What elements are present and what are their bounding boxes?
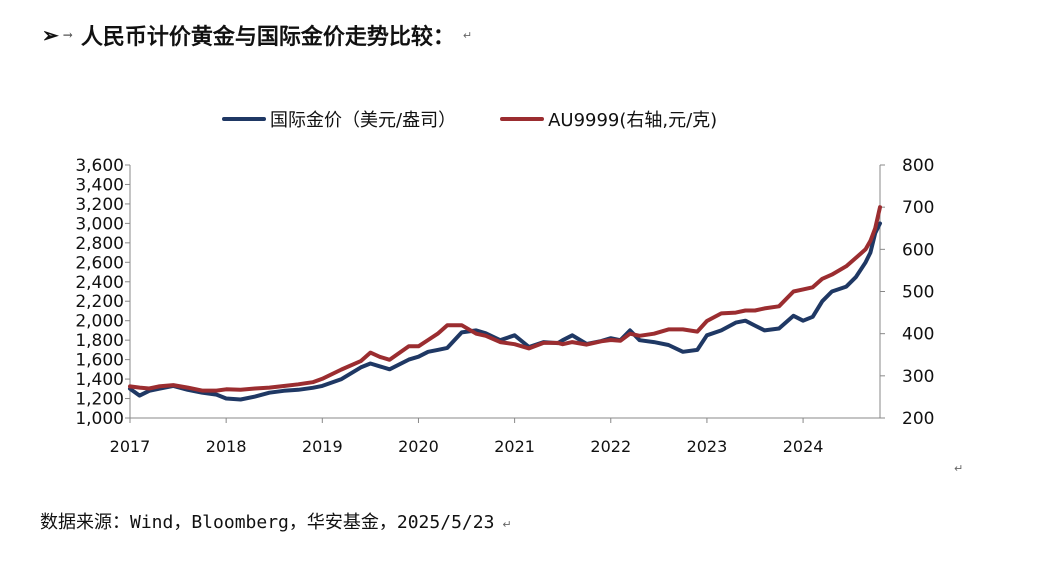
x-tick-label: 2023 (687, 437, 728, 456)
right-tick-label: 400 (902, 325, 934, 345)
right-tick-label: 600 (902, 240, 934, 260)
legend-swatch (500, 117, 545, 121)
legend-label: 国际金价（美元/盎司） (270, 110, 457, 131)
series-line-international-gold (128, 221, 882, 402)
left-tick-label: 1,600 (75, 351, 124, 371)
left-tick-label: 1,800 (75, 331, 124, 351)
left-tick-label: 2,200 (75, 292, 124, 312)
source-note: 数据来源：Wind，Bloomberg，华安基金，2025/5/23 ↵ (40, 508, 512, 534)
legend-item-au9999: AU9999(右轴,元/克) (500, 106, 717, 132)
tab-mark-icon: → (62, 28, 73, 42)
series-line-au9999 (128, 205, 882, 393)
left-tick-label: 3,600 (75, 156, 124, 176)
x-tick-label: 2024 (783, 437, 824, 456)
right-tick-label: 500 (902, 283, 934, 303)
source-text: 数据来源：Wind，Bloomberg，华安基金，2025/5/23 (40, 512, 495, 533)
left-tick-label: 3,200 (75, 195, 124, 215)
x-tick-label: 2021 (494, 437, 535, 456)
left-tick-label: 1,000 (75, 409, 124, 429)
left-tick-label: 3,400 (75, 175, 124, 195)
chart-legend: 国际金价（美元/盎司） AU9999(右轴,元/克) (222, 106, 761, 132)
section-heading: ➢ → 人民币计价黄金与国际金价走势比较： ↵ (42, 18, 472, 52)
legend-swatch (222, 117, 266, 121)
gold-price-chart: 1,0001,2001,4001,6001,8002,0002,2002,400… (75, 156, 934, 456)
heading-text: 人民币计价黄金与国际金价走势比较： (80, 24, 455, 50)
left-tick-label: 1,200 (75, 390, 124, 410)
x-tick-label: 2020 (398, 437, 439, 456)
left-tick-label: 2,400 (75, 273, 124, 293)
right-tick-label: 200 (902, 409, 934, 429)
right-tick-label: 700 (902, 198, 934, 218)
paragraph-mark-icon: ↵ (502, 518, 512, 531)
x-tick-label: 2017 (110, 437, 151, 456)
legend-label: AU9999(右轴,元/克) (548, 110, 718, 131)
legend-item-international-gold: 国际金价（美元/盎司） (222, 106, 456, 132)
paragraph-mark-icon: ↵ (462, 28, 473, 42)
left-tick-label: 2,600 (75, 253, 124, 273)
x-tick-label: 2018 (206, 437, 247, 456)
paragraph-mark-icon: ↵ (954, 462, 964, 475)
left-tick-label: 3,000 (75, 214, 124, 234)
right-tick-label: 800 (902, 156, 934, 176)
left-tick-label: 2,800 (75, 234, 124, 254)
arrow-bullet-icon: ➢ (42, 23, 59, 47)
right-tick-label: 300 (902, 367, 934, 387)
x-tick-label: 2022 (590, 437, 631, 456)
x-tick-label: 2019 (302, 437, 343, 456)
left-tick-label: 1,400 (75, 370, 124, 390)
left-tick-label: 2,000 (75, 312, 124, 332)
